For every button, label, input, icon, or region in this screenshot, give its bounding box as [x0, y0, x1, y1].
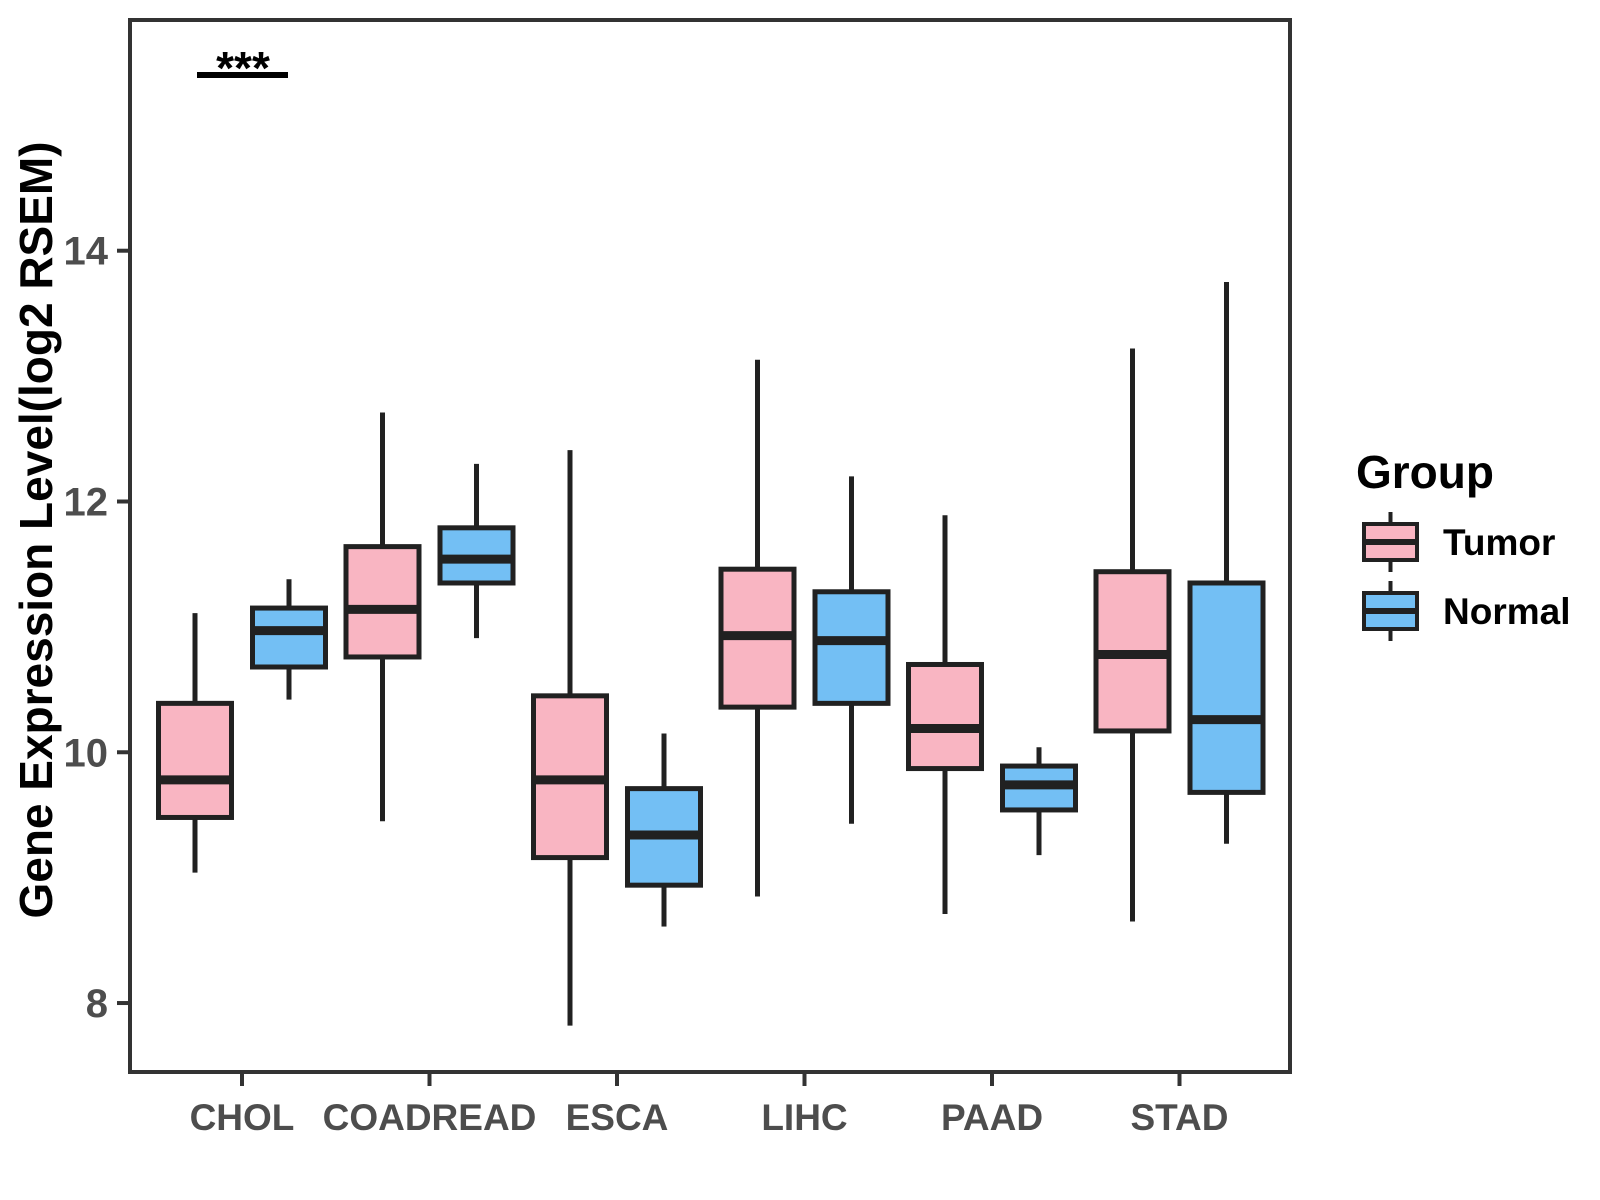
- iqr-box: [250, 605, 328, 670]
- x-axis: CHOL COADREAD ESCA LIHC PAAD STAD: [190, 1072, 1229, 1138]
- boxplot-normal-esca: [625, 733, 703, 927]
- legend: Group Tumor Normal: [1356, 446, 1570, 641]
- x-tick-label-stad: STAD: [1131, 1097, 1229, 1138]
- iqr-box: [1187, 580, 1266, 795]
- y-axis-title: Gene Expression Level(log2 RSEM): [10, 141, 62, 918]
- legend-key-tumor: Tumor: [1362, 512, 1555, 572]
- boxplot-tumor-esca: [531, 450, 609, 1026]
- legend-keys: Tumor Normal: [1362, 512, 1570, 641]
- significance-stars: ***: [216, 42, 270, 94]
- boxplot-normal-paad: [1000, 747, 1078, 856]
- x-tick-label-coadread: COADREAD: [323, 1097, 537, 1138]
- y-tick-label: 8: [86, 982, 108, 1026]
- boxplot-tumor-paad: [906, 515, 984, 915]
- x-tick-label-paad: PAAD: [941, 1097, 1043, 1138]
- boxplot-tumor-coadread: [343, 412, 422, 822]
- iqr-box: [343, 544, 422, 660]
- x-tick-label-lihc: LIHC: [761, 1097, 847, 1138]
- boxplot-normal-lihc: [812, 476, 891, 824]
- boxplot-normal-stad: [1187, 282, 1266, 844]
- boxplot-normal-coadread: [437, 463, 516, 639]
- legend-label-tumor: Tumor: [1443, 522, 1555, 563]
- iqr-box: [906, 661, 984, 772]
- iqr-box: [812, 589, 891, 706]
- iqr-box: [156, 700, 234, 820]
- legend-label-normal: Normal: [1443, 591, 1570, 632]
- boxplot-tumor-chol: [156, 613, 234, 873]
- legend-key-normal: Normal: [1362, 581, 1570, 641]
- significance-annotation: ***: [197, 42, 288, 94]
- panel-border: [128, 18, 1292, 1074]
- boxplot-normal-chol: [250, 579, 328, 700]
- x-tick-label-esca: ESCA: [566, 1097, 669, 1138]
- y-tick-label: 10: [64, 731, 109, 775]
- box-series: [156, 282, 1266, 1026]
- y-axis: 8 10 12 14: [64, 230, 130, 1026]
- boxplot-tumor-stad: [1093, 348, 1172, 922]
- legend-title: Group: [1356, 446, 1494, 498]
- boxplot-tumor-lihc: [718, 359, 797, 897]
- x-tick-label-chol: CHOL: [190, 1097, 295, 1138]
- y-tick-label: 14: [64, 230, 109, 274]
- y-tick-label: 12: [64, 480, 109, 524]
